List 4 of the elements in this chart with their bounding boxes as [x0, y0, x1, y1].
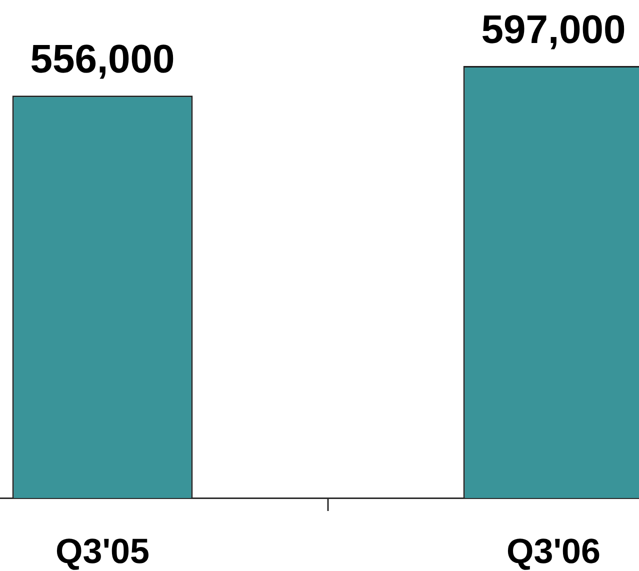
data-label: 556,000 [30, 38, 175, 82]
x-tick-label: Q3'06 [506, 532, 600, 571]
data-label: 597,000 [481, 8, 626, 52]
x-tick-label: Q3'05 [56, 532, 150, 571]
